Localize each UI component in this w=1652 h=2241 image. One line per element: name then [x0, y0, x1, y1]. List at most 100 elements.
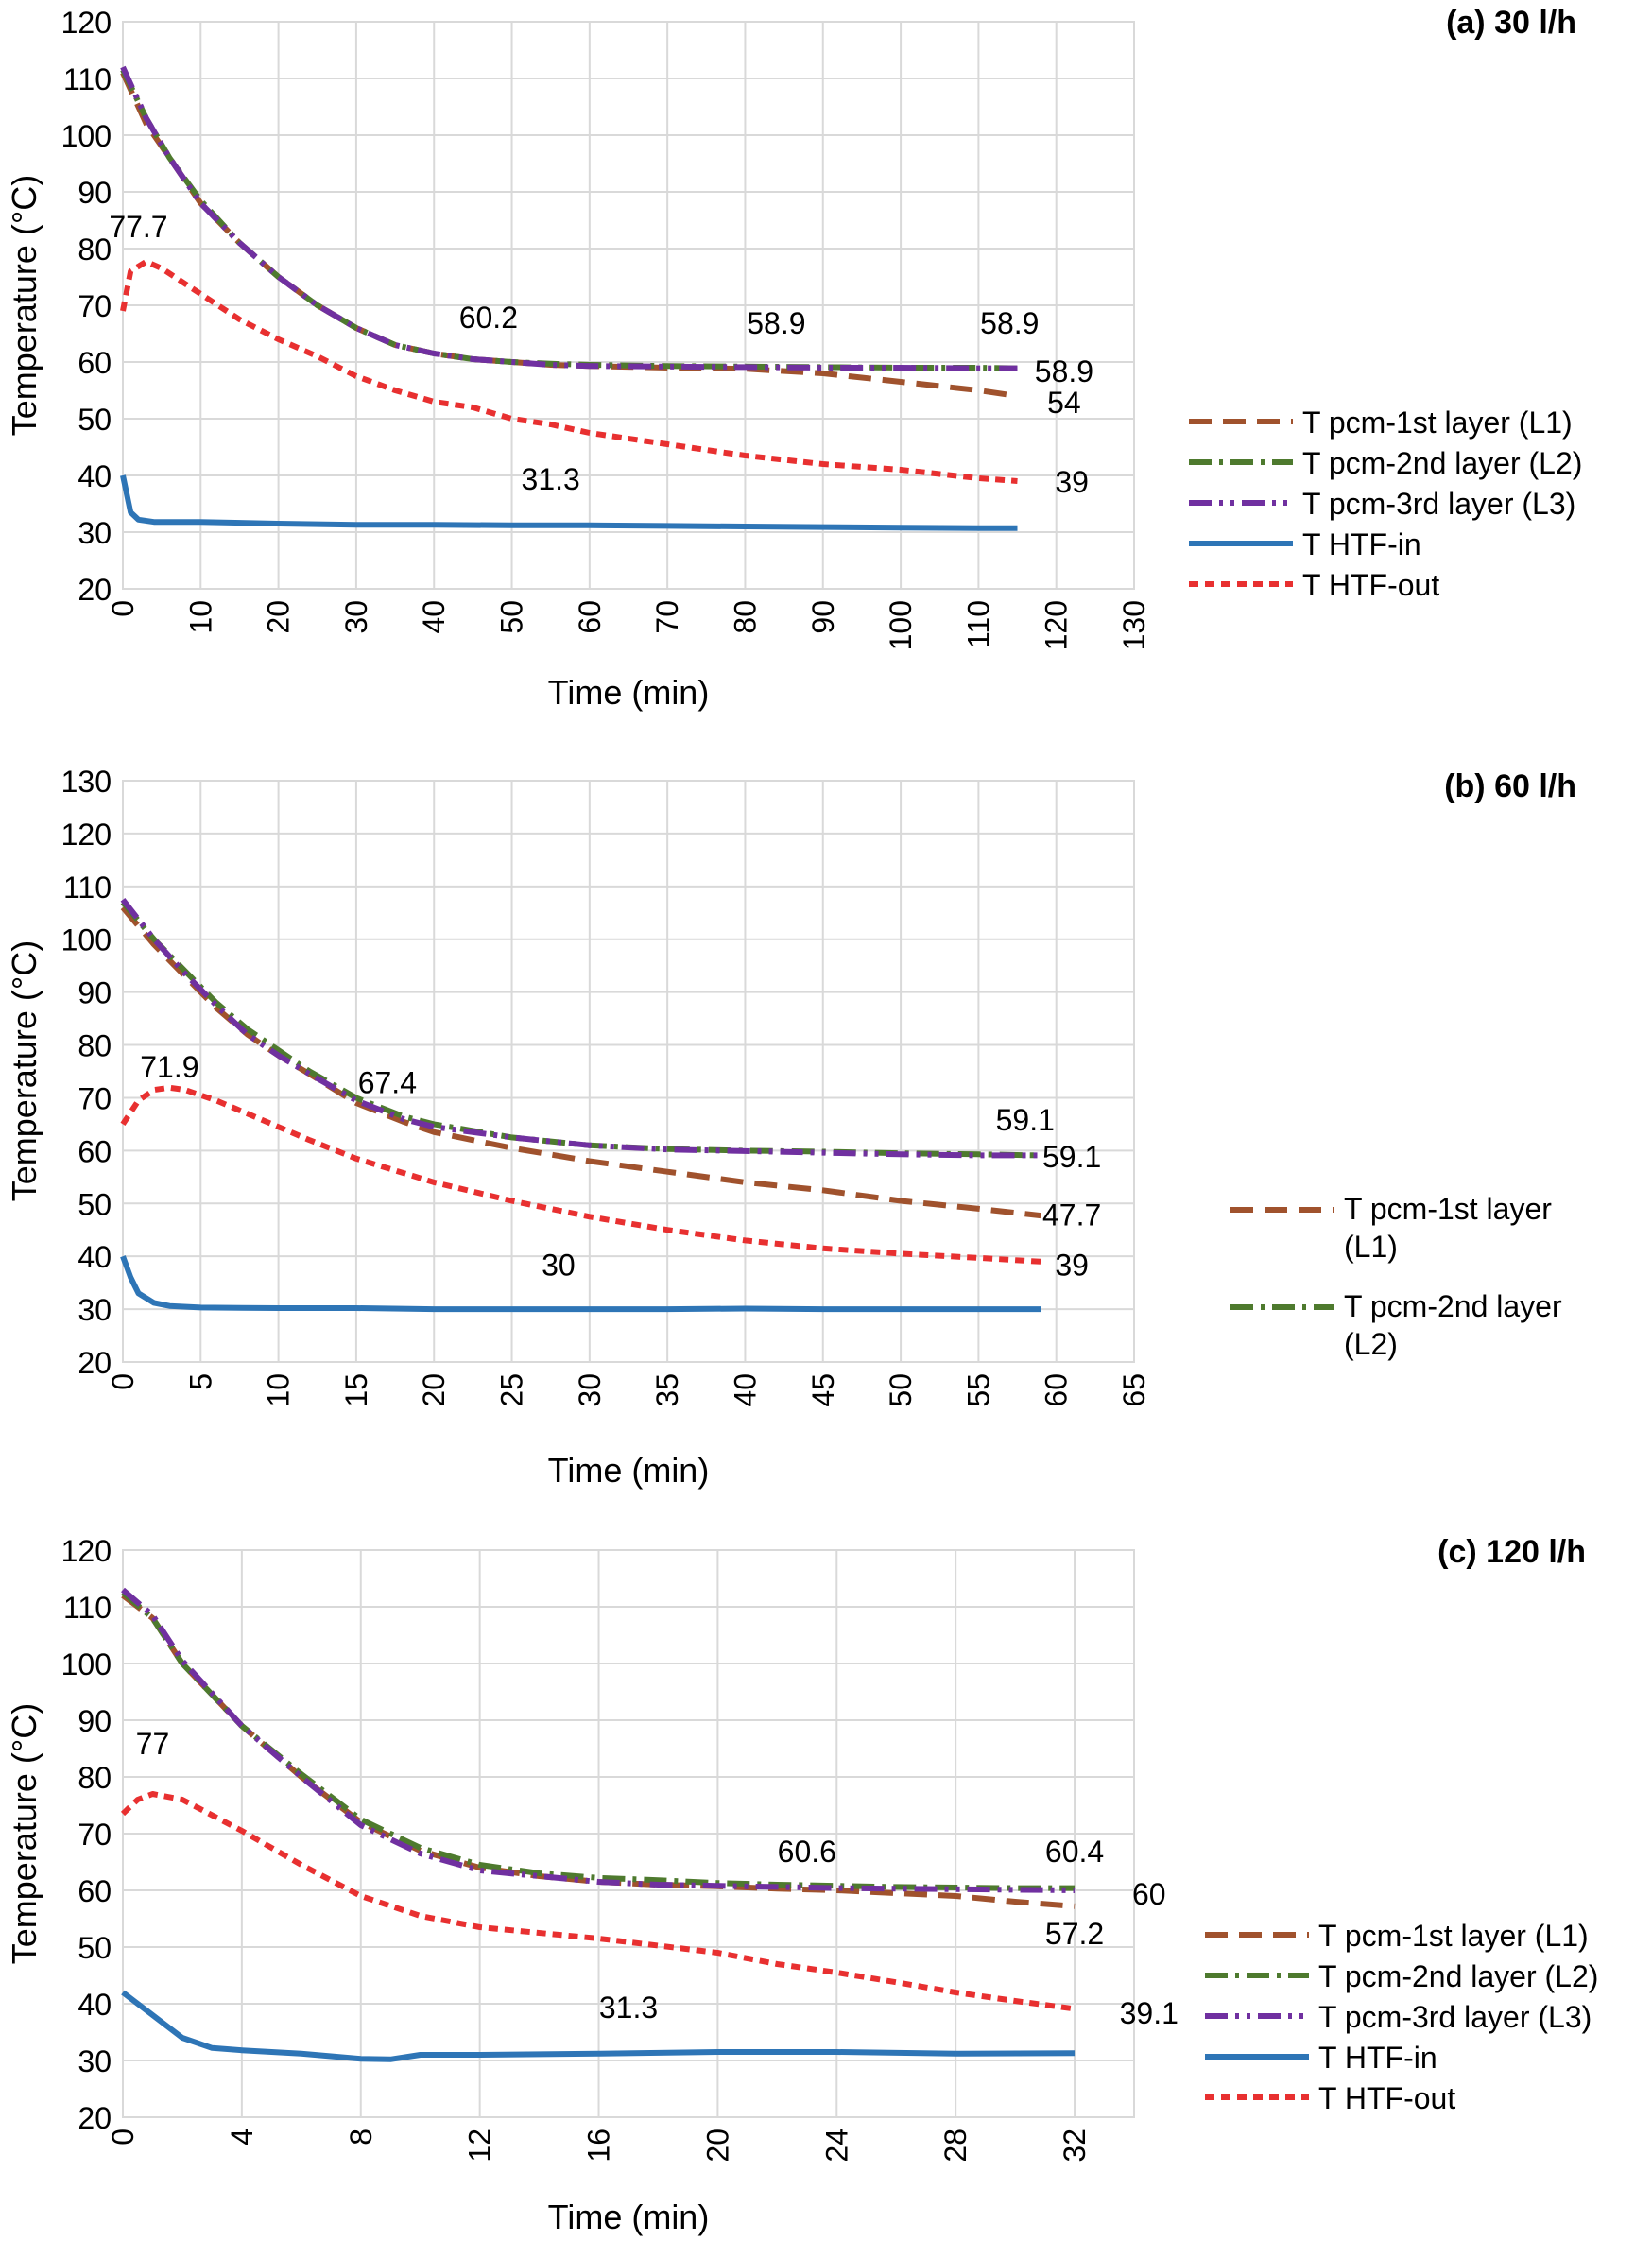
- chart-b-y-tick-label: 130: [61, 765, 112, 799]
- chart-a-x-tick-label: 100: [884, 600, 918, 650]
- chart-a-legend-label: T pcm-3rd layer (L3): [1302, 487, 1575, 521]
- chart-b-legend-label-wrap: (L1): [1344, 1230, 1398, 1264]
- chart-a-legend-label: T HTF-out: [1302, 568, 1439, 602]
- chart-b-y-tick-label: 40: [77, 1240, 112, 1274]
- chart-a-x-tick-label: 70: [650, 600, 684, 634]
- chart-c-data-label: 57.2: [1045, 1917, 1104, 1951]
- chart-b-series-line: [120, 1255, 1041, 1313]
- chart-a-ylabel: Temperature (°C): [5, 175, 43, 436]
- chart-b-x-tick-label: 65: [1117, 1373, 1151, 1407]
- chart-a-xlabel: Time (min): [548, 673, 710, 712]
- chart-a-series-line: [120, 474, 1018, 531]
- chart-c-y-tick-label: 50: [77, 1931, 112, 1965]
- chart-b-y-tick-label: 70: [77, 1081, 112, 1115]
- chart-a-legend-item: T pcm-1st layer (L1): [1189, 405, 1573, 440]
- chart-c-data-label: 60.4: [1045, 1835, 1104, 1869]
- chart-c-legend-item: T pcm-2nd layer (L2): [1205, 1959, 1598, 1993]
- chart-a-y-tick-label: 60: [77, 346, 112, 380]
- chart-b-x-tick-label: 45: [806, 1373, 840, 1407]
- chart-b-y-tick-label: 110: [63, 871, 112, 905]
- chart-b-x-tick-label: 40: [728, 1373, 762, 1407]
- chart-c-series-group: [120, 1587, 1076, 2062]
- chart-c-data-label: 31.3: [599, 1991, 658, 2025]
- chart-c-y-tick-label: 30: [77, 2044, 112, 2078]
- chart-a-legend: T pcm-1st layer (L1) T pcm-2nd layer (L2…: [1189, 405, 1582, 602]
- chart-a-legend-label: T HTF-in: [1302, 527, 1421, 561]
- chart-a-data-label: 60.2: [459, 301, 518, 335]
- chart-a-x-tick-label: 20: [262, 600, 296, 634]
- chart-b-data-label: 47.7: [1042, 1198, 1101, 1232]
- chart-b-y-tick-label: 80: [77, 1029, 112, 1063]
- chart-b-x-tick-label: 30: [573, 1373, 607, 1407]
- chart-c-y-tick-label: 120: [61, 1534, 112, 1568]
- chart-b-y-tick-label: 50: [77, 1187, 112, 1221]
- chart-b-y-tick-label: 30: [77, 1293, 112, 1327]
- chart-c-legend-label: T pcm-3rd layer (L3): [1318, 2000, 1592, 2034]
- chart-a-x-tick-label: 80: [728, 600, 762, 634]
- chart-a-y-tick-label: 20: [77, 573, 112, 607]
- chart-b-y-tick-label: 100: [61, 923, 112, 957]
- chart-b-legend-label-text: T pcm-1st layer: [1344, 1192, 1552, 1226]
- chart-a-series-line: [120, 65, 1018, 371]
- chart-b-y-tick-label: 120: [61, 818, 112, 852]
- chart-a-y-tick-label: 40: [77, 459, 112, 493]
- chart-a-y-tick-label: 110: [63, 62, 112, 96]
- chart-a-y-tick-label: 50: [77, 403, 112, 437]
- chart-c-x-tick-label: 8: [344, 2129, 378, 2146]
- chart-c-legend-item: T pcm-3rd layer (L3): [1205, 2000, 1592, 2034]
- chart-c-data-label: 60.6: [778, 1835, 836, 1869]
- chart-a-grid: [122, 21, 1135, 590]
- chart-b-y-tick-label: 20: [77, 1346, 112, 1380]
- chart-c-x-tick-label: 4: [225, 2129, 259, 2146]
- chart-a-x-tick-label: 130: [1117, 600, 1151, 650]
- chart-c-y-ticks: 20 30 40 50 60 70 80 90 100 110 120: [61, 1534, 112, 2135]
- chart-b-legend-label: T pcm-2nd layer (L2): [1344, 1289, 1571, 1361]
- chart-b-x-tick-label: 55: [961, 1373, 995, 1407]
- chart-a-data-label: 39: [1055, 465, 1089, 499]
- chart-c-x-tick-label: 16: [582, 2129, 616, 2163]
- chart-b-series-line: [120, 897, 1041, 1159]
- chart-b-data-label: 59.1: [1042, 1140, 1101, 1174]
- chart-c-legend-item: T HTF-in: [1205, 2041, 1437, 2075]
- chart-a-x-tick-label: 120: [1040, 600, 1074, 650]
- chart-c-x-tick-label: 32: [1058, 2129, 1092, 2163]
- chart-a: 20 30 40 50 60 70 80 90 100 110 120 0 10 20 30 40 50 60 7…: [5, 5, 1582, 712]
- chart-c-series-line: [120, 1791, 1076, 2012]
- chart-c-xlabel: Time (min): [548, 2198, 710, 2236]
- chart-a-data-label: 31.3: [522, 462, 580, 496]
- chart-b-series-line: [120, 1084, 1041, 1265]
- chart-b-x-tick-label: 15: [339, 1373, 373, 1407]
- chart-a-y-tick-label: 100: [61, 119, 112, 153]
- chart-c-legend-label: T HTF-out: [1318, 2081, 1455, 2115]
- chart-c-legend-item: T HTF-out: [1205, 2081, 1455, 2115]
- chart-a-legend-label: T pcm-2nd layer (L2): [1302, 446, 1582, 480]
- chart-a-x-tick-label: 60: [573, 600, 607, 634]
- chart-c-y-tick-label: 60: [77, 1874, 112, 1908]
- chart-b-x-tick-label: 35: [650, 1373, 684, 1407]
- chart-c-x-tick-label: 20: [700, 2129, 734, 2163]
- chart-b-data-label: 71.9: [140, 1050, 198, 1084]
- chart-a-series-line: [120, 71, 1018, 399]
- chart-b-x-tick-label: 20: [417, 1373, 451, 1407]
- chart-c-y-tick-label: 80: [77, 1761, 112, 1795]
- chart-b-data-label: 30: [542, 1249, 576, 1283]
- chart-a-y-tick-label: 70: [77, 289, 112, 323]
- chart-c-legend-label: T pcm-2nd layer (L2): [1318, 1959, 1598, 1993]
- chart-c: 20 30 40 50 60 70 80 90 100 110 120 0 4 8 12 16 20 24 28 3…: [5, 1534, 1598, 2236]
- chart-a-legend-item: T HTF-in: [1189, 527, 1421, 561]
- chart-a-x-tick-label: 50: [495, 600, 529, 634]
- chart-c-legend-label: T HTF-in: [1318, 2041, 1437, 2075]
- chart-b-y-tick-label: 90: [77, 976, 112, 1010]
- chart-c-y-tick-label: 90: [77, 1704, 112, 1738]
- chart-a-x-tick-label: 110: [961, 600, 995, 648]
- chart-c-data-label: 60: [1132, 1877, 1166, 1911]
- chart-a-y-ticks: 20 30 40 50 60 70 80 90 100 110 120: [61, 6, 112, 607]
- chart-a-x-ticks: 0 10 20 30 40 50 60 70 80 90 100 110 120 130: [106, 600, 1151, 650]
- chart-a-y-tick-label: 90: [77, 176, 112, 210]
- chart-a-legend-item: T HTF-out: [1189, 568, 1439, 602]
- chart-c-series-line: [121, 1990, 1076, 2062]
- chart-c-x-tick-label: 24: [819, 2129, 853, 2163]
- chart-b-data-label: 59.1: [996, 1103, 1055, 1137]
- chart-b-x-tick-label: 60: [1040, 1373, 1074, 1407]
- chart-a-x-tick-label: 40: [417, 600, 451, 634]
